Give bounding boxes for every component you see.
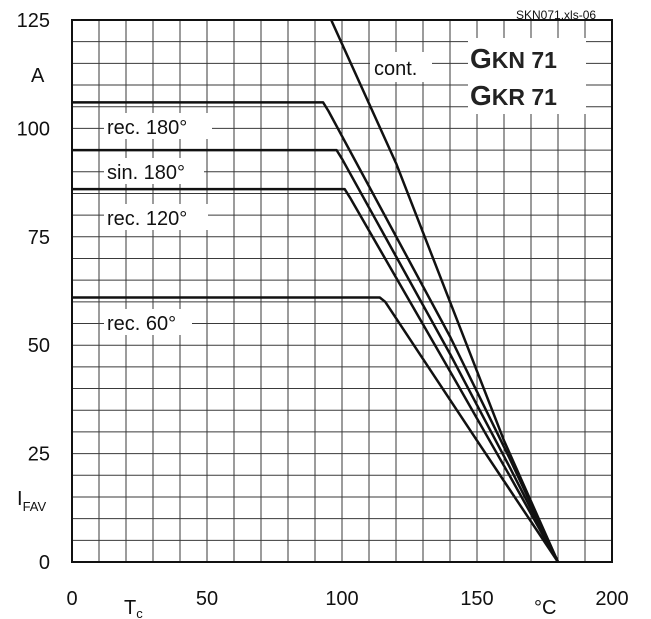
- chart-title-line-2: GKR 71: [470, 80, 557, 111]
- x-tick-label: 50: [196, 588, 218, 610]
- source-tag: SKN071.xls-06: [516, 8, 596, 22]
- title-box: [468, 38, 586, 114]
- series-label-rec180: rec. 180°: [107, 117, 187, 139]
- x-tick-label: 200: [595, 588, 628, 610]
- rec120-label-box: [104, 204, 208, 230]
- y-tick-label: 0: [39, 552, 50, 574]
- series-label-sin180: sin. 180°: [107, 162, 185, 184]
- series-label-rec120: rec. 120°: [107, 208, 187, 230]
- x-tick-label: 0: [66, 588, 77, 610]
- title-line-2-letter: G: [470, 80, 492, 111]
- series-line-2: [72, 148, 560, 563]
- title-line-1-letter: G: [470, 43, 492, 74]
- chart-title-line-1: GKN 71: [470, 43, 557, 74]
- x-tick-label: 100: [325, 588, 358, 610]
- series-line-0: [330, 19, 560, 563]
- x-tick-label: 150: [460, 588, 493, 610]
- rec180-label-box: [104, 113, 212, 139]
- title-line-2-text: KR 71: [492, 84, 557, 110]
- y-tick-label: 75: [28, 227, 50, 249]
- x-axis-unit: °C: [534, 597, 556, 619]
- y-tick-label: 125: [17, 10, 50, 32]
- x-symbol-main: T: [124, 597, 136, 619]
- sin180-label-box: [104, 158, 204, 184]
- series-label-cont: cont.: [374, 58, 417, 80]
- y-symbol-main: I: [17, 488, 23, 510]
- y-symbol-sub: FAV: [23, 499, 47, 514]
- plot-frame: [71, 19, 613, 563]
- series-label-rec60: rec. 60°: [107, 313, 176, 335]
- x-symbol-sub: c: [136, 606, 143, 619]
- y-tick-label: 100: [17, 118, 50, 140]
- series-line-1: [72, 101, 560, 563]
- tick-labels: 0 50 100 150 200 0 25 50 75 100 125: [17, 10, 629, 610]
- cont-label-box: [370, 52, 432, 82]
- series-line-4: [72, 296, 560, 563]
- y-axis-symbol: IFAV: [17, 488, 46, 514]
- y-tick-label: 50: [28, 335, 50, 357]
- y-axis-unit: A: [31, 65, 45, 87]
- title-line-1-text: KN 71: [492, 47, 557, 73]
- y-tick-label: 25: [28, 444, 50, 466]
- rec60-label-box: [104, 309, 192, 335]
- series-group: [72, 19, 560, 563]
- x-axis-symbol: Tc: [124, 597, 143, 619]
- series-line-3: [72, 187, 560, 563]
